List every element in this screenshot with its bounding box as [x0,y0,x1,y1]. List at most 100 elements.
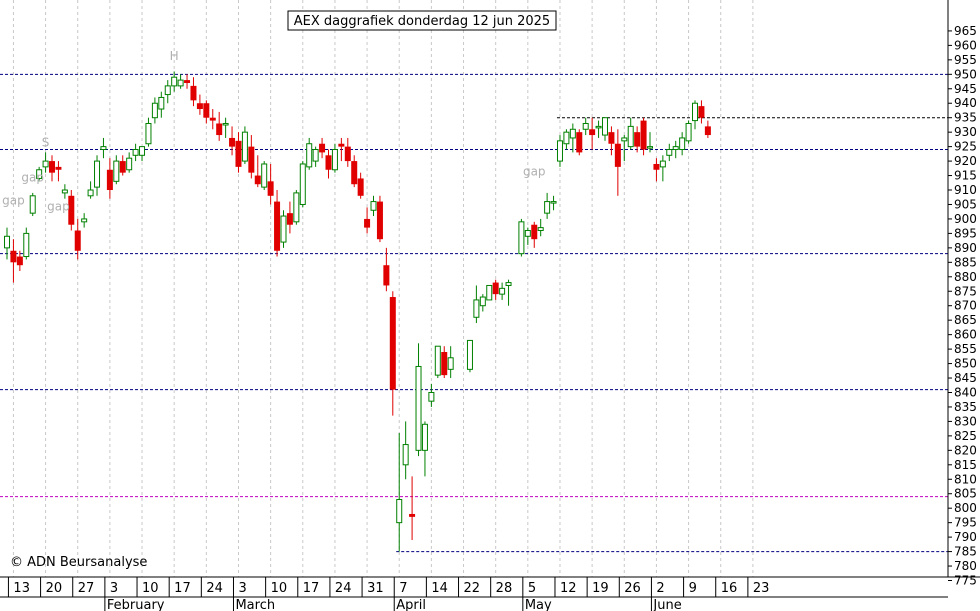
candle [209,109,216,130]
x-month-label: March [235,598,275,611]
y-tick-label: 855 [954,342,977,356]
candle-body [614,143,621,167]
candle [267,163,274,205]
candle-body [55,166,62,170]
candle-body [550,201,557,204]
candle-body [81,218,88,223]
y-tick-label: 810 [954,472,977,486]
x-axis: 13 20 27 3 10 17 24 3 10 17 24 31 7 14 22 28 5 12 19 26 2 9 16… [7,577,769,611]
x-day-label: 10 [142,581,159,596]
candle [685,120,692,144]
plot-frame [0,0,980,598]
candle [659,155,666,182]
y-tick-label: 835 [954,400,977,414]
candle-body [4,235,10,249]
candle [216,111,223,141]
chart-title: AEX daggrafiek donderdag 12 jun 2025 [294,14,550,29]
candle-body [164,85,171,96]
candle [556,135,563,167]
candle [634,126,641,153]
candle-body [68,195,75,225]
candle [614,129,621,196]
candle-body [261,163,268,188]
y-tick-label: 845 [954,371,977,385]
candle-body [229,137,236,147]
y-tick-label: 780 [954,559,977,573]
x-day-label: 26 [624,581,641,596]
candle [132,143,139,162]
candle-body [556,140,563,162]
candle-body [293,192,300,223]
candle [415,343,422,457]
candle-body [396,499,403,524]
candle-body [621,137,628,142]
candle [479,294,486,312]
x-day-label: 2 [656,581,664,596]
candle-body [441,351,448,376]
candle-body [608,132,615,144]
candle [68,190,75,231]
copyright-label: © ADN Beursanalyse [10,555,147,570]
candle-body [653,163,660,170]
candle [666,143,673,162]
candle [608,126,615,156]
candle [87,181,94,199]
candle [177,74,184,89]
y-tick-label: 960 [954,38,977,52]
candle-body [447,357,454,370]
candle-body [531,224,538,240]
candle [36,166,43,182]
candle-body [36,169,43,179]
candle-body [171,76,178,87]
y-tick-label: 940 [954,96,977,110]
x-day-label: 17 [174,581,191,596]
candle [569,123,576,153]
y-tick-label: 915 [954,169,977,183]
candle-body [203,103,210,118]
y-tick-label: 955 [954,53,977,67]
candle-body [389,297,396,390]
x-day-label: 16 [721,581,738,596]
candle [100,137,107,159]
y-tick-label: 895 [954,226,977,240]
candle-body [216,123,223,136]
candle-body [692,102,699,122]
candle [61,184,68,199]
x-day-label: 9 [689,581,697,596]
candle-body [428,391,435,402]
x-month-label: April [396,598,426,611]
candle-body [49,161,56,173]
candle [492,279,499,300]
y-tick-label: 880 [954,270,977,284]
candle-body [274,201,281,251]
candle-body [325,155,332,170]
candle-body [248,146,255,173]
candle-body [23,232,30,258]
candle [409,476,416,541]
candle-body [582,122,589,130]
candle [537,218,544,237]
candle-body [74,230,81,251]
y-tick-label: 815 [954,458,977,472]
candle-body [634,132,641,147]
candle [274,190,281,257]
candle [647,132,653,153]
y-tick-label: 800 [954,501,977,515]
candle [518,218,525,257]
annotation-label: gap [21,170,44,184]
candle [81,213,88,228]
annotation-label: gap [523,165,546,179]
x-day-label: 10 [271,581,288,596]
x-day-label: 12 [560,581,577,596]
candle [151,97,158,124]
candle-body [254,175,261,185]
x-day-label: 7 [399,581,407,596]
candle [441,346,448,379]
candle [164,80,171,104]
candle-body [196,103,203,110]
y-tick-label: 925 [954,140,977,154]
x-day-label: 20 [46,581,63,596]
candle [222,117,229,138]
candle [563,129,570,150]
y-tick-label: 905 [954,197,977,211]
